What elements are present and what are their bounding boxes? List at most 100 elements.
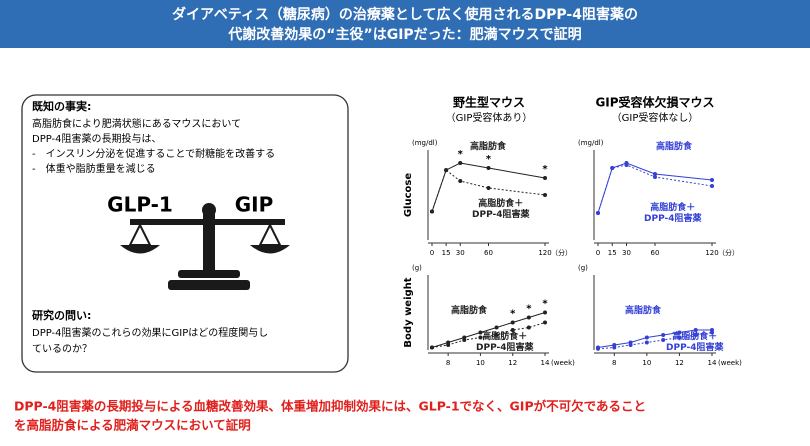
series-label: 高脂肪食 xyxy=(470,142,507,152)
x-unit: （分） xyxy=(551,248,572,257)
y-unit: (g) xyxy=(412,264,422,272)
x-unit: (week) xyxy=(718,359,742,367)
facts-title: 既知の事実: xyxy=(32,99,91,113)
significance-mark: * xyxy=(458,149,464,160)
y-unit: (mg/dl) xyxy=(412,139,438,147)
facts-line: - インスリン分泌を促進することで耐糖能を改善する xyxy=(32,147,275,160)
data-point xyxy=(644,335,649,340)
x-tick-label: 0 xyxy=(430,249,434,257)
data-point xyxy=(478,330,483,335)
x-tick-label: 0 xyxy=(596,249,600,257)
data-point xyxy=(677,335,682,340)
data-point xyxy=(543,176,547,181)
x-tick-label: 8 xyxy=(612,359,616,367)
chart-subtitle: （GIP受容体なし） xyxy=(612,111,699,124)
header-line: 代謝改善効果の“主役”はGIPだった：肥満マウスで証明 xyxy=(227,26,581,43)
facts-box xyxy=(21,94,349,373)
data-point xyxy=(494,333,499,337)
series-line xyxy=(597,329,712,348)
data-point xyxy=(486,166,491,170)
y-unit: (g) xyxy=(578,264,588,272)
data-point xyxy=(628,343,633,347)
data-point xyxy=(610,166,615,170)
x-unit: (week) xyxy=(551,359,575,367)
data-point xyxy=(478,335,483,340)
x-tick-label: 30 xyxy=(456,249,465,257)
data-point xyxy=(458,179,463,184)
facts-line: - 体重や脂肪重量を減じる xyxy=(32,162,156,175)
data-point xyxy=(693,333,698,337)
scale-label: GIP xyxy=(235,193,274,217)
data-point xyxy=(653,175,657,179)
data-point xyxy=(596,211,600,215)
data-point xyxy=(430,345,434,350)
data-point xyxy=(430,209,434,214)
data-point xyxy=(661,338,666,342)
facts-line: 高脂肪食により肥満状態にあるマウスにおいて xyxy=(32,117,241,130)
series-line xyxy=(597,332,713,350)
series-line xyxy=(431,312,546,348)
data-point xyxy=(653,172,657,176)
x-tick-label: 8 xyxy=(446,359,450,367)
data-point xyxy=(486,185,491,190)
data-point xyxy=(458,161,463,166)
y-unit: (mg/dl) xyxy=(578,139,604,147)
data-point xyxy=(543,320,547,325)
data-point xyxy=(494,325,499,330)
data-point xyxy=(510,328,515,332)
data-point xyxy=(677,330,682,335)
data-point xyxy=(446,343,451,347)
series-label: 高脂肪食 xyxy=(656,142,693,152)
x-tick-label: 15 xyxy=(608,249,617,257)
series-label: 高脂肪食＋ DPP-4阻害薬 xyxy=(666,332,724,353)
chart-title: GIP受容体欠損マウス xyxy=(595,95,714,110)
series-label: 高脂肪食 xyxy=(451,306,488,316)
significance-mark: * xyxy=(486,154,492,165)
x-tick-label: 14 xyxy=(541,359,550,367)
data-point xyxy=(444,168,449,173)
series-label: 高脂肪食＋ DPP-4阻害薬 xyxy=(476,332,534,353)
x-tick-label: 30 xyxy=(622,249,631,257)
x-tick-label: 12 xyxy=(508,359,517,367)
data-point xyxy=(693,328,698,332)
conclusion-line: DPP-4阻害薬の長期投与による血糖改善効果、体重増加抑制効果には、GLP-1で… xyxy=(14,399,646,414)
data-point xyxy=(462,338,467,342)
x-tick-label: 14 xyxy=(708,359,717,367)
scale-label: GLP-1 xyxy=(107,193,173,217)
x-tick-label: 120 xyxy=(705,249,718,257)
x-tick-label: 120 xyxy=(538,249,551,257)
significance-mark: * xyxy=(542,164,548,175)
data-point xyxy=(596,346,600,351)
data-point xyxy=(644,340,649,345)
header-bar xyxy=(0,0,810,48)
data-point xyxy=(710,330,714,335)
data-point xyxy=(612,345,617,350)
data-point xyxy=(543,310,547,315)
x-tick-label: 60 xyxy=(651,249,660,257)
data-point xyxy=(661,333,666,337)
y-axis-label: Glucose xyxy=(403,173,414,218)
header-line: ダイアベティス（糖尿病）の治療薬として広く使用されるDPP-4阻害薬の xyxy=(172,6,638,23)
balance-icon xyxy=(120,203,290,290)
x-tick-label: 12 xyxy=(675,359,684,367)
data-point xyxy=(510,320,515,325)
data-point xyxy=(526,325,531,330)
question-line: DPP-4阻害薬のこれらの効果にGIPはどの程度関与し xyxy=(32,326,268,339)
x-tick-label: 10 xyxy=(642,359,651,367)
series-label: 高脂肪食＋ DPP-4阻害薬 xyxy=(644,203,702,224)
facts-line: DPP-4阻害薬の長期投与は、 xyxy=(32,132,162,145)
data-point xyxy=(710,184,714,188)
x-unit: （分） xyxy=(718,248,739,257)
data-point xyxy=(710,178,714,182)
conclusion-line: を高脂肪食による肥満マウスにおいて証明 xyxy=(14,418,251,433)
significance-mark: * xyxy=(510,309,516,320)
y-axis-label: Body weight xyxy=(403,277,414,347)
data-point xyxy=(526,315,531,320)
data-point xyxy=(543,193,547,197)
x-tick-label: 15 xyxy=(442,249,451,257)
series-line xyxy=(431,322,546,348)
series-label: 高脂肪食＋ DPP-4阻害薬 xyxy=(472,199,530,220)
question-title: 研究の問い: xyxy=(32,308,91,322)
significance-mark: * xyxy=(526,304,532,315)
